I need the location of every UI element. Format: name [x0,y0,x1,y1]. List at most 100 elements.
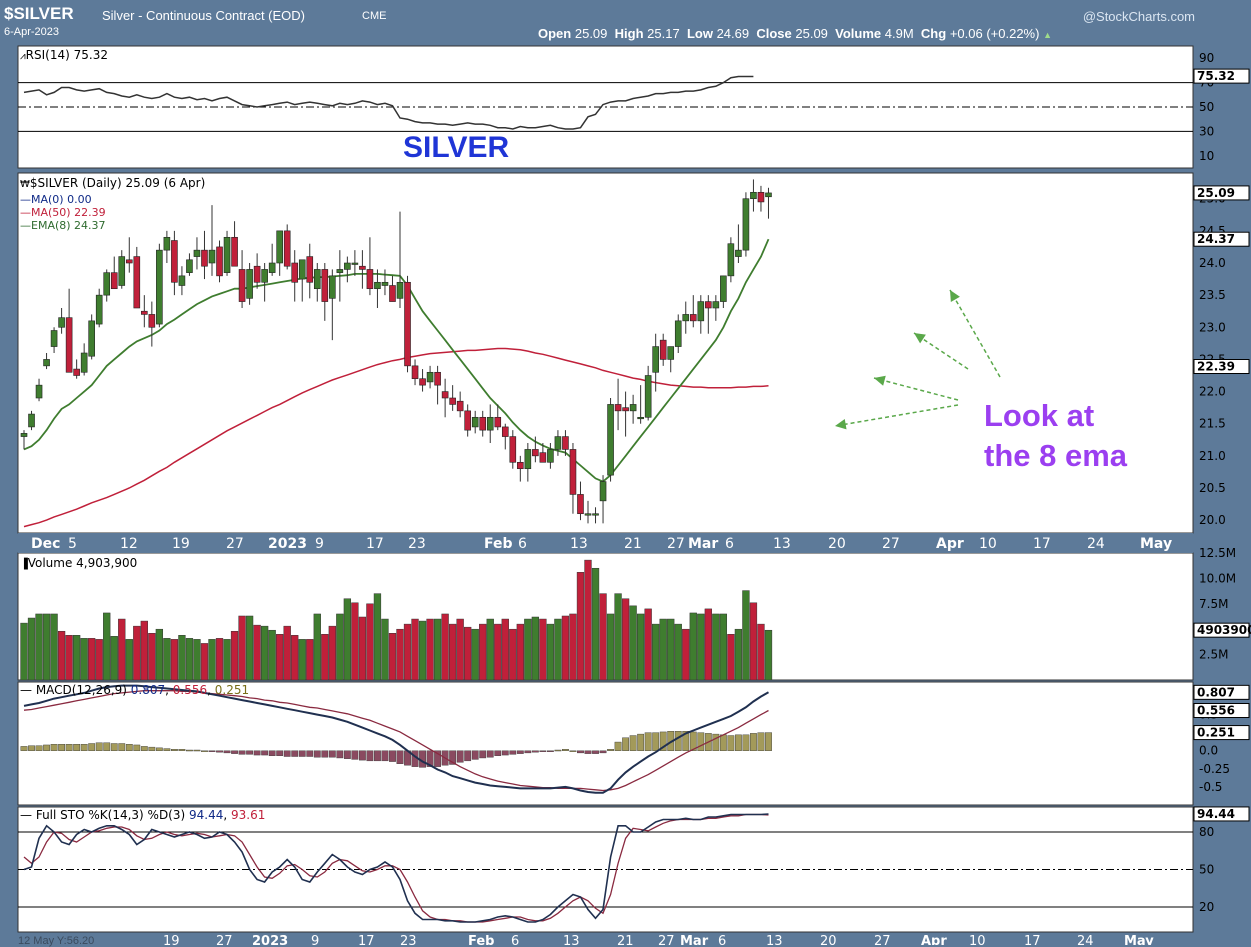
candle-body [539,452,547,463]
candle-body [697,301,705,322]
candle-body [20,433,28,437]
candle-body [103,272,111,296]
volume-bar [636,613,645,681]
bottom-date-tick: 20 [820,934,837,945]
date-tick: 2023 [268,536,307,552]
legend-ma0: —MA(0) 0.00 [20,193,92,206]
candle-body [404,281,411,367]
candle-body [389,285,396,302]
macd-histogram-bar [155,747,163,751]
macd-histogram-bar [20,746,28,751]
candle-body [110,272,118,290]
open-label: Open [538,26,572,41]
macd-histogram-bar [735,734,742,751]
candle-body [58,317,65,328]
macd-histogram-bar [186,749,193,752]
macd-histogram-bar [88,743,96,751]
macd-signal-value: 0.556 [172,683,208,697]
macd-histogram-bar [584,750,592,754]
candle-body [524,449,532,470]
macd-histogram-bar [95,742,103,751]
candle-body [727,243,735,277]
macd-line [23,684,769,794]
macd-histogram-bar [569,750,577,752]
volume-bar [546,623,555,681]
candle-body [88,320,95,357]
volume-bar [80,638,88,681]
price-tick-21: 21.0 [1199,449,1226,463]
macd-histogram-bar [58,744,66,751]
date-tick: 12 [120,536,138,552]
candle-body [95,294,103,325]
volume-bar [561,615,570,681]
price-close-label-box [1193,185,1250,201]
chg-value: +0.06 (+0.22%) [949,26,1040,41]
macd-histogram-bar [283,750,291,757]
volume-bar [674,623,682,681]
bottom-date-tick: 17 [358,934,375,945]
volume-bar [652,623,660,681]
macd-histogram-bar [178,749,186,751]
bottom-date-tick: 21 [617,934,634,945]
macd-histogram-bar [35,745,43,751]
macd-histogram-bar [163,748,171,751]
rsi-value: 75.32 [73,48,108,62]
macd-histogram-bar [238,750,246,755]
macd-histogram-bar [629,735,637,751]
volume-bar [328,625,336,681]
macd-histogram-bar [622,737,630,751]
volume-current-label: 4903900 [1197,623,1251,637]
high-label: High [614,26,644,41]
macd-tick--0.5: -0.5 [1199,780,1222,794]
volume-bar [133,625,141,681]
macd-histogram-bar [223,750,231,754]
candle-body [374,281,381,290]
volume-bar [621,598,630,681]
annotation-arrow-head [950,290,960,302]
bottom-date-tick: Apr [921,934,947,945]
candle-body [742,198,750,251]
volume-bar [576,572,585,681]
macd-histogram-bar [65,744,73,751]
panel-price [17,172,1194,534]
sto-d-value: 93.61 [231,808,266,822]
candle-body [411,365,419,380]
volume-bar [742,590,750,681]
volume-bar [719,613,728,681]
macd-histogram-bar [298,750,306,757]
low-value: 24.69 [716,26,750,41]
macd-histogram-bar [599,750,607,754]
candle-body [231,236,238,267]
volume-bar [42,613,51,681]
macd-histogram-bar [321,750,329,758]
volume-bar [178,635,186,681]
low-label: Low [686,26,713,41]
candle-body [276,230,283,264]
volume-bar [757,623,765,681]
volume-bar [245,615,254,681]
bottom-date-tick: 23 [400,934,417,945]
macd-histogram-bar [464,750,472,762]
sto-tick-20: 20 [1199,900,1214,914]
sto-k-value: 94.44 [189,808,224,822]
quote-summary: Open 25.09 High 25.17 Low 24.69 Close 25… [538,26,1052,41]
volume-bar [276,634,284,681]
macd-histogram-bar [652,732,660,751]
macd-histogram-bar [607,749,614,751]
macd-histogram-bar [80,744,88,751]
candle-body [35,384,43,399]
candle-body [80,352,88,373]
candle-body [298,259,306,280]
candle-body [667,346,675,360]
macd-histogram-bar [547,750,554,752]
macd-histogram-bar [343,750,351,759]
date-tick: 13 [570,536,588,552]
volume-bar [531,616,540,681]
macd-histogram-bar [434,750,441,767]
candle-body [449,397,456,405]
annotation-arrow-head [914,333,926,344]
macd-histogram-bar [689,731,697,751]
volume-bar [313,613,321,681]
candle-body [419,378,426,386]
